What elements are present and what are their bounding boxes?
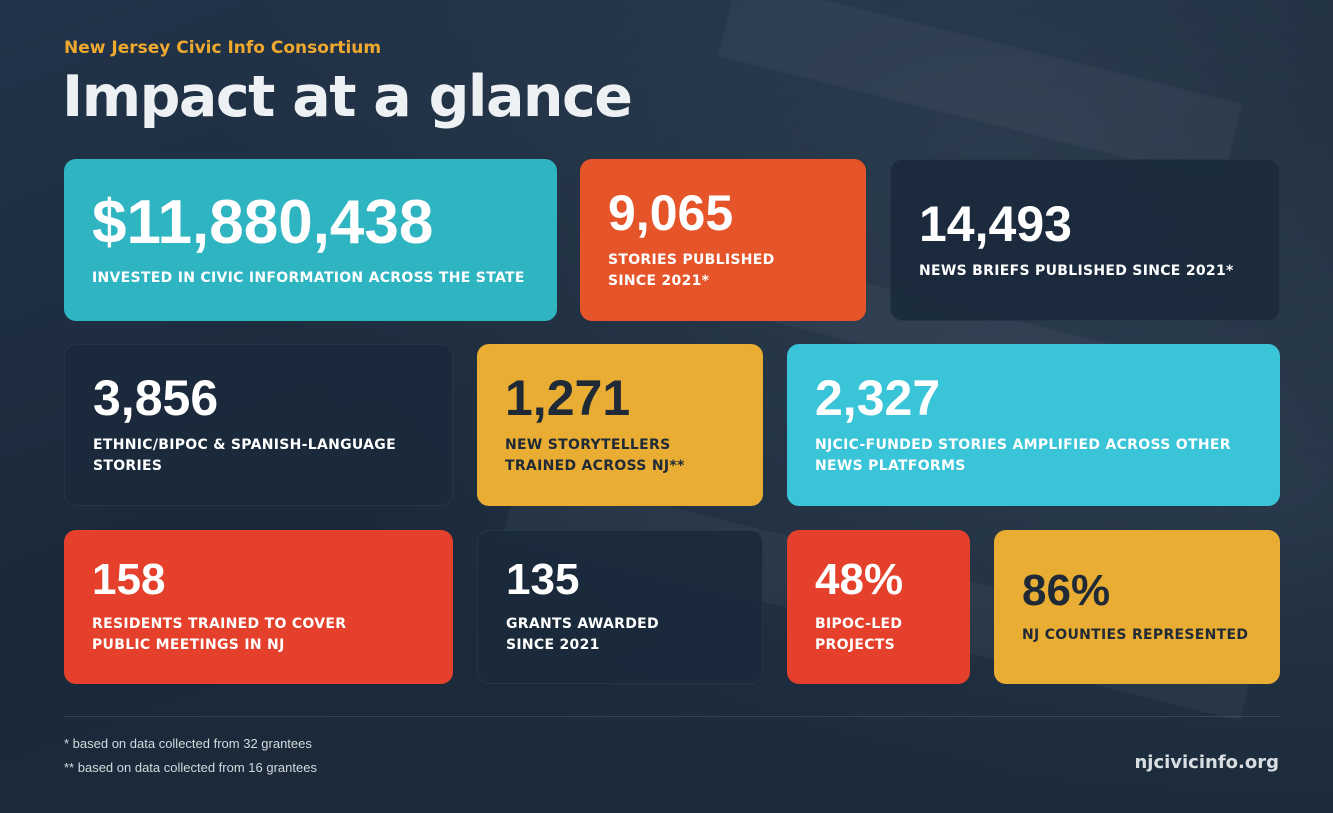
stat-card-briefs: 14,493 NEWS BRIEFS PUBLISHED SINCE 2021* bbox=[890, 159, 1280, 321]
stat-card-residents: 158 RESIDENTS TRAINED TO COVER PUBLIC ME… bbox=[64, 530, 453, 684]
stat-label: ETHNIC/BIPOC & SPANISH-LANGUAGE STORIES bbox=[93, 437, 396, 474]
stat-card-amplified: 2,327 NJCIC-FUNDED STORIES AMPLIFIED ACR… bbox=[787, 344, 1280, 506]
stat-card-storytellers: 1,271 NEW STORYTELLERS TRAINED ACROSS NJ… bbox=[477, 344, 763, 506]
stat-value: 158 bbox=[92, 555, 166, 604]
stat-card-ethnic: 3,856 ETHNIC/BIPOC & SPANISH-LANGUAGE ST… bbox=[64, 344, 453, 506]
stat-value: 135 bbox=[506, 555, 580, 604]
organization-name: New Jersey Civic Info Consortium bbox=[64, 38, 382, 58]
stat-label: NEWS BRIEFS PUBLISHED SINCE 2021* bbox=[919, 262, 1234, 279]
stat-label: NEW STORYTELLERS TRAINED ACROSS NJ** bbox=[505, 437, 685, 474]
stat-label: INVESTED IN CIVIC INFORMATION ACROSS THE… bbox=[92, 269, 525, 286]
page-title: Impact at a glance bbox=[62, 64, 633, 130]
stat-value: 1,271 bbox=[505, 370, 631, 426]
stat-value: 14,493 bbox=[919, 195, 1072, 252]
footnote-single-asterisk: * based on data collected from 32 grante… bbox=[64, 736, 312, 751]
stat-card-bipoc: 48% BIPOC-LED PROJECTS bbox=[787, 530, 970, 684]
stat-label: NJCIC-FUNDED STORIES AMPLIFIED ACROSS OT… bbox=[815, 437, 1231, 474]
stat-card-grants: 135 GRANTS AWARDED SINCE 2021 bbox=[477, 530, 763, 684]
stat-value: 48% bbox=[815, 555, 904, 604]
stat-card-stories: 9,065 STORIES PUBLISHED SINCE 2021* bbox=[580, 159, 866, 321]
stat-value: 9,065 bbox=[608, 185, 734, 241]
footnote-double-asterisk: ** based on data collected from 16 grant… bbox=[64, 760, 317, 775]
stat-label: STORIES PUBLISHED SINCE 2021* bbox=[608, 252, 775, 289]
stat-label: BIPOC-LED PROJECTS bbox=[815, 616, 903, 653]
stat-label: GRANTS AWARDED SINCE 2021 bbox=[506, 616, 659, 653]
stat-card-counties: 86% NJ COUNTIES REPRESENTED bbox=[994, 530, 1280, 684]
stat-card-invested: $11,880,438 INVESTED IN CIVIC INFORMATIO… bbox=[64, 159, 557, 321]
stat-value: 2,327 bbox=[815, 370, 941, 426]
stat-value: 3,856 bbox=[93, 370, 219, 426]
website-link[interactable]: njcivicinfo.org bbox=[1134, 752, 1279, 773]
stat-value: 86% bbox=[1022, 565, 1111, 615]
stat-label: RESIDENTS TRAINED TO COVER PUBLIC MEETIN… bbox=[92, 616, 347, 653]
stat-value: $11,880,438 bbox=[92, 187, 434, 257]
stat-label: NJ COUNTIES REPRESENTED bbox=[1022, 626, 1249, 643]
footer-divider bbox=[64, 716, 1280, 717]
